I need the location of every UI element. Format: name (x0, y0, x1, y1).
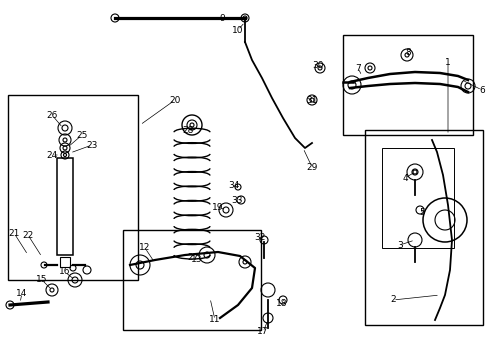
Text: 24: 24 (46, 150, 58, 159)
Text: 12: 12 (139, 243, 150, 252)
Text: 15: 15 (36, 275, 48, 284)
Text: 2: 2 (389, 296, 395, 305)
Bar (57, 158, 73, 255)
Bar (8, 95, 138, 280)
Text: 23: 23 (86, 140, 98, 149)
Text: 7: 7 (354, 63, 360, 72)
Text: 34: 34 (228, 180, 239, 189)
Bar (60, 257, 70, 267)
Text: 32: 32 (254, 233, 265, 242)
Text: 6: 6 (478, 86, 484, 95)
Text: 8: 8 (404, 48, 410, 57)
Text: 22: 22 (22, 230, 34, 239)
Text: 4: 4 (401, 174, 407, 183)
Text: 13: 13 (191, 256, 203, 265)
Text: 10: 10 (232, 26, 243, 35)
Text: 18: 18 (276, 298, 287, 307)
Text: 33: 33 (231, 195, 242, 204)
Text: 5: 5 (418, 207, 424, 216)
Bar (123, 230, 261, 330)
Text: 26: 26 (46, 111, 58, 120)
Text: 16: 16 (59, 267, 71, 276)
Text: 28: 28 (182, 126, 193, 135)
Text: 17: 17 (257, 328, 268, 337)
Text: 30: 30 (312, 60, 323, 69)
Text: 20: 20 (169, 95, 181, 104)
Text: 19: 19 (212, 202, 224, 212)
Text: 27: 27 (187, 253, 198, 262)
Text: 21: 21 (8, 229, 20, 238)
Text: 3: 3 (396, 240, 402, 249)
Text: 29: 29 (305, 162, 317, 171)
Bar (342, 35, 472, 135)
Text: 1: 1 (444, 58, 450, 67)
Text: 25: 25 (76, 131, 87, 140)
Text: 31: 31 (305, 95, 317, 104)
Bar (364, 130, 482, 325)
Text: 9: 9 (219, 14, 224, 23)
Text: 11: 11 (209, 315, 220, 324)
Text: 14: 14 (16, 288, 28, 297)
Bar (381, 148, 453, 248)
